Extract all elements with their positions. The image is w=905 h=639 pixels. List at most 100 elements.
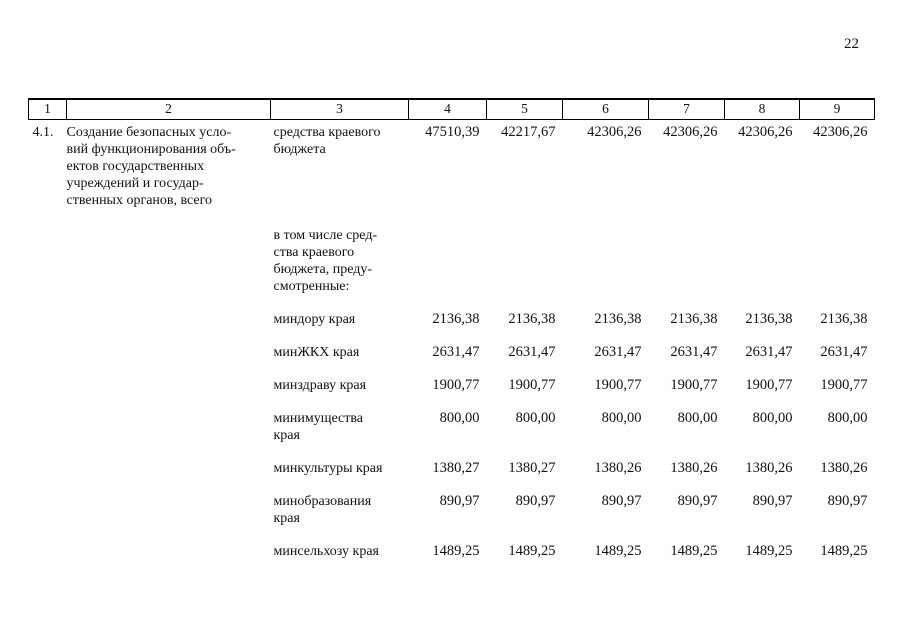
row-number-cell bbox=[29, 295, 67, 328]
program-title-cell bbox=[67, 527, 271, 560]
program-title-cell bbox=[67, 394, 271, 444]
funding-source-cell: минсельхозу края bbox=[273, 544, 379, 559]
value-cell: 42306,26 bbox=[738, 124, 793, 140]
value-cell: 2631,47 bbox=[670, 344, 718, 360]
column-header-7: 7 bbox=[648, 98, 725, 120]
row-number-cell bbox=[29, 209, 67, 295]
value-cell: 1380,27 bbox=[508, 460, 556, 476]
value-cell: 42306,26 bbox=[813, 124, 868, 140]
value-cell: 1380,27 bbox=[432, 460, 480, 476]
column-header-4: 4 bbox=[408, 98, 487, 120]
value-cell: 42306,26 bbox=[587, 124, 642, 140]
value-cell: 1489,25 bbox=[670, 543, 718, 559]
funding-source-cell: минЖКХ края bbox=[273, 345, 360, 360]
table-row: минЖКХ края 2631,47 2631,47 2631,47 2631… bbox=[29, 328, 875, 361]
table-row: 4.1. Создание безопасных усло- вий функц… bbox=[29, 120, 875, 210]
program-title-cell bbox=[67, 295, 271, 328]
column-header-2: 2 bbox=[66, 98, 271, 120]
value-cell: 1900,77 bbox=[508, 377, 556, 393]
row-number-cell bbox=[29, 444, 67, 477]
funding-source-cell: в том числе сред- ства краевого бюджета,… bbox=[273, 228, 378, 294]
program-title-cell: Создание безопасных усло- вий функционир… bbox=[66, 125, 236, 208]
row-number-cell bbox=[29, 361, 67, 394]
program-title-cell bbox=[67, 328, 271, 361]
program-title-cell bbox=[67, 209, 271, 295]
column-header-8: 8 bbox=[724, 98, 800, 120]
table-row: минимущества края 800,00 800,00 800,00 8… bbox=[29, 394, 875, 444]
table-header-row: 1 2 3 4 5 6 7 8 9 bbox=[28, 98, 875, 120]
funding-source-cell: минздраву края bbox=[273, 378, 367, 393]
page-number: 22 bbox=[844, 36, 859, 52]
table-row: минобразования края 890,97 890,97 890,97… bbox=[29, 477, 875, 527]
value-cell bbox=[725, 209, 800, 295]
value-cell: 2631,47 bbox=[508, 344, 556, 360]
value-cell: 800,00 bbox=[515, 410, 556, 426]
row-number-cell bbox=[29, 394, 67, 444]
value-cell: 2136,38 bbox=[745, 311, 793, 327]
value-cell: 2631,47 bbox=[432, 344, 480, 360]
column-header-6: 6 bbox=[562, 98, 649, 120]
funding-source-cell: минкультуры края bbox=[273, 461, 383, 476]
value-cell: 800,00 bbox=[827, 410, 868, 426]
row-number-cell: 4.1. bbox=[32, 125, 54, 140]
budget-table: 1 2 3 4 5 6 7 8 9 4.1. Создание безопасн… bbox=[28, 98, 875, 560]
row-number-cell bbox=[29, 328, 67, 361]
value-cell: 2631,47 bbox=[820, 344, 868, 360]
value-cell: 890,97 bbox=[752, 493, 793, 509]
value-cell: 1900,77 bbox=[670, 377, 718, 393]
value-cell: 2136,38 bbox=[432, 311, 480, 327]
value-cell: 1900,77 bbox=[820, 377, 868, 393]
value-cell bbox=[800, 209, 875, 295]
value-cell: 1900,77 bbox=[745, 377, 793, 393]
program-title-cell bbox=[67, 444, 271, 477]
table-row: минсельхозу края 1489,25 1489,25 1489,25… bbox=[29, 527, 875, 560]
column-header-1: 1 bbox=[28, 98, 67, 120]
column-header-3: 3 bbox=[270, 98, 409, 120]
value-cell: 890,97 bbox=[601, 493, 642, 509]
program-title-cell bbox=[67, 477, 271, 527]
value-cell: 890,97 bbox=[515, 493, 556, 509]
value-cell: 2136,38 bbox=[670, 311, 718, 327]
table-row: миндору края 2136,38 2136,38 2136,38 213… bbox=[29, 295, 875, 328]
row-number-cell bbox=[29, 527, 67, 560]
funding-source-cell: минимущества края bbox=[273, 411, 364, 443]
value-cell: 42306,26 bbox=[663, 124, 718, 140]
value-cell: 2136,38 bbox=[508, 311, 556, 327]
value-cell: 2631,47 bbox=[594, 344, 642, 360]
table-row: минкультуры края 1380,27 1380,27 1380,26… bbox=[29, 444, 875, 477]
value-cell: 2631,47 bbox=[745, 344, 793, 360]
value-cell: 1489,25 bbox=[508, 543, 556, 559]
row-number-cell bbox=[29, 477, 67, 527]
value-cell: 800,00 bbox=[752, 410, 793, 426]
value-cell: 800,00 bbox=[601, 410, 642, 426]
value-cell bbox=[487, 209, 563, 295]
value-cell: 1380,26 bbox=[594, 460, 642, 476]
value-cell: 47510,39 bbox=[425, 124, 480, 140]
table-row: в том числе сред- ства краевого бюджета,… bbox=[29, 209, 875, 295]
column-header-9: 9 bbox=[799, 98, 875, 120]
value-cell: 1380,26 bbox=[820, 460, 868, 476]
value-cell: 1380,26 bbox=[670, 460, 718, 476]
funding-source-cell: средства краевого бюджета bbox=[273, 125, 381, 157]
value-cell: 1380,26 bbox=[745, 460, 793, 476]
value-cell: 890,97 bbox=[439, 493, 480, 509]
program-title-cell bbox=[67, 361, 271, 394]
value-cell: 800,00 bbox=[439, 410, 480, 426]
value-cell bbox=[409, 209, 487, 295]
funding-source-cell: минобразования края bbox=[273, 494, 372, 526]
value-cell: 1900,77 bbox=[594, 377, 642, 393]
value-cell: 42217,67 bbox=[501, 124, 556, 140]
value-cell: 1489,25 bbox=[594, 543, 642, 559]
funding-source-cell: миндору края bbox=[273, 312, 356, 327]
value-cell bbox=[649, 209, 725, 295]
table-row: минздраву края 1900,77 1900,77 1900,77 1… bbox=[29, 361, 875, 394]
value-cell: 2136,38 bbox=[820, 311, 868, 327]
column-header-5: 5 bbox=[486, 98, 563, 120]
value-cell: 2136,38 bbox=[594, 311, 642, 327]
value-cell: 800,00 bbox=[677, 410, 718, 426]
value-cell bbox=[563, 209, 649, 295]
value-cell: 1489,25 bbox=[820, 543, 868, 559]
value-cell: 1489,25 bbox=[432, 543, 480, 559]
value-cell: 890,97 bbox=[677, 493, 718, 509]
